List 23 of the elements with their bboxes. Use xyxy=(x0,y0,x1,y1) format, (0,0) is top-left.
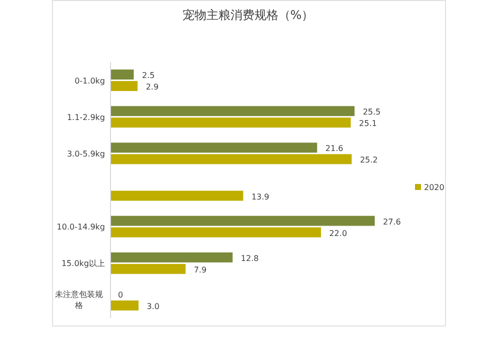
y-tick-label: 15.0kg以上 xyxy=(61,259,105,268)
data-label: 3.0 xyxy=(146,302,160,311)
data-label: 25.2 xyxy=(360,156,378,165)
y-tick-label: 1.1-2.9kg xyxy=(66,112,105,122)
data-label: 2.9 xyxy=(146,82,159,92)
chart-title: 宠物主粮消费规格（%） xyxy=(182,8,314,22)
data-label: 0 xyxy=(118,290,124,300)
bar xyxy=(110,190,244,202)
data-label: 22.0 xyxy=(329,228,348,238)
data-label: 25.5 xyxy=(362,108,381,117)
legend-label: 2020 xyxy=(424,183,444,192)
y-tick-label: 未注意包装规格 xyxy=(55,290,103,310)
data-label: 13.9 xyxy=(251,192,270,202)
y-tick-label: 0-1.0kg xyxy=(74,76,105,86)
data-label: 7.9 xyxy=(194,265,207,274)
data-label: 21.6 xyxy=(325,144,344,154)
bar xyxy=(110,300,140,311)
data-label: 25.1 xyxy=(358,119,377,128)
y-tick-label: 10.0-14.9kg xyxy=(56,222,105,232)
data-label: 12.8 xyxy=(240,254,259,263)
data-label: 27.6 xyxy=(383,217,401,226)
y-tick-label: 3.0-5.9kg xyxy=(66,149,105,158)
data-label: 2.5 xyxy=(142,71,155,80)
